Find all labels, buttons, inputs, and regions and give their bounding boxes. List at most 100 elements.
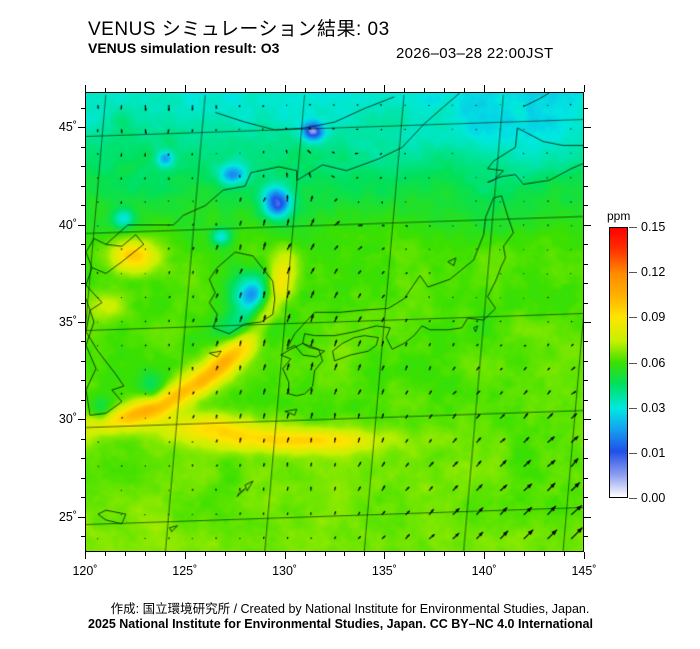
x-axis-minor-tick-top bbox=[244, 88, 246, 92]
x-axis-major-tick bbox=[584, 552, 585, 559]
x-axis-minor-tick-top bbox=[544, 88, 546, 92]
y-axis-minor-tick-right bbox=[584, 497, 588, 499]
y-axis-major-tick-right bbox=[584, 322, 591, 323]
x-axis-major-tick bbox=[184, 552, 186, 559]
valid-time-label: 2026–03–28 22:00JST bbox=[396, 45, 554, 62]
y-axis-minor-tick-right bbox=[584, 107, 588, 109]
x-axis-major-tick-top bbox=[484, 85, 486, 92]
y-axis-minor-tick bbox=[81, 399, 85, 401]
y-axis-major-tick bbox=[78, 419, 85, 421]
x-axis-minor-tick bbox=[444, 552, 446, 556]
x-axis-minor-tick-top bbox=[204, 88, 206, 92]
y-axis-minor-tick bbox=[81, 497, 85, 499]
y-axis-minor-tick-right bbox=[584, 360, 588, 362]
x-axis-label: 125˚ bbox=[172, 564, 198, 578]
x-axis-major-tick bbox=[484, 552, 486, 559]
y-axis-minor-tick bbox=[81, 360, 85, 362]
y-axis-minor-tick-right bbox=[584, 244, 588, 246]
y-axis-label: 35˚ bbox=[58, 315, 77, 329]
x-axis-minor-tick-top bbox=[364, 88, 366, 92]
y-axis-minor-tick bbox=[81, 283, 85, 285]
x-axis-minor-tick-top bbox=[144, 88, 146, 92]
x-axis-major-tick-top bbox=[85, 85, 86, 92]
x-axis-minor-tick bbox=[344, 552, 346, 556]
x-axis-minor-tick bbox=[244, 552, 246, 556]
colorbar-tick-mark bbox=[629, 498, 637, 499]
x-axis-minor-tick bbox=[564, 552, 566, 556]
y-axis-minor-tick bbox=[81, 107, 85, 109]
y-axis-minor-tick-right bbox=[584, 302, 588, 304]
x-axis-minor-tick bbox=[124, 552, 126, 556]
x-axis-major-tick bbox=[284, 552, 286, 559]
y-axis-minor-tick-right bbox=[584, 399, 588, 401]
x-axis-minor-tick-top bbox=[564, 88, 566, 92]
x-axis-minor-tick bbox=[264, 552, 266, 556]
colorbar-tick-label: 0.03 bbox=[641, 400, 666, 415]
colorbar-tick-label: 0.09 bbox=[641, 310, 666, 325]
x-axis-major-tick-top bbox=[284, 85, 286, 92]
x-axis-minor-tick-top bbox=[224, 88, 226, 92]
colorbar-gradient bbox=[609, 227, 628, 498]
x-axis-label: 130˚ bbox=[272, 564, 298, 578]
colorbar-tick-mark bbox=[629, 317, 637, 319]
x-axis-minor-tick-top bbox=[404, 88, 406, 92]
y-axis-major-tick bbox=[78, 322, 85, 323]
y-axis-minor-tick-right bbox=[584, 185, 588, 187]
x-axis-minor-tick bbox=[504, 552, 506, 556]
y-axis-major-tick bbox=[78, 516, 85, 518]
y-axis-minor-tick bbox=[81, 185, 85, 187]
colorbar-tick-mark bbox=[629, 272, 637, 274]
x-axis-major-tick-top bbox=[584, 85, 585, 92]
x-axis-minor-tick bbox=[104, 552, 106, 556]
x-axis-minor-tick-top bbox=[164, 88, 166, 92]
x-axis-minor-tick-top bbox=[304, 88, 306, 92]
x-axis-minor-tick-top bbox=[504, 88, 506, 92]
y-axis-minor-tick bbox=[81, 146, 85, 148]
y-axis-label: 30˚ bbox=[58, 412, 77, 427]
x-axis-minor-tick bbox=[544, 552, 546, 556]
y-axis-label: 25˚ bbox=[58, 509, 77, 524]
y-axis-minor-tick bbox=[81, 166, 85, 168]
x-axis-minor-tick bbox=[164, 552, 166, 556]
colorbar-tick-label: 0.12 bbox=[641, 265, 666, 280]
x-axis-major-tick bbox=[384, 552, 386, 559]
colorbar-tick-label: 0.01 bbox=[641, 445, 666, 460]
y-axis-major-tick-right bbox=[584, 224, 591, 226]
x-axis-minor-tick bbox=[204, 552, 206, 556]
footer-credit: 作成: 国立環境研究所 / Created by National Instit… bbox=[110, 602, 590, 616]
y-axis-label: 45˚ bbox=[58, 120, 77, 135]
y-axis-major-tick-right bbox=[584, 419, 591, 421]
x-axis-minor-tick-top bbox=[104, 88, 106, 92]
x-axis-minor-tick-top bbox=[324, 88, 326, 92]
y-axis-minor-tick-right bbox=[584, 341, 588, 343]
y-axis-major-tick-right bbox=[584, 516, 591, 518]
y-axis-major-tick bbox=[78, 224, 85, 226]
x-axis-label: 145˚ bbox=[571, 564, 597, 578]
x-axis-label: 120˚ bbox=[72, 564, 98, 578]
page-title-japanese: VENUS シミュレーション結果: 03 bbox=[88, 19, 390, 40]
x-axis-major-tick bbox=[85, 552, 86, 559]
y-axis-minor-tick-right bbox=[584, 536, 588, 538]
y-axis-minor-tick bbox=[81, 205, 85, 207]
x-axis-major-tick-top bbox=[384, 85, 386, 92]
x-axis-minor-tick bbox=[404, 552, 406, 556]
colorbar-tick-label: 0.06 bbox=[641, 355, 666, 370]
y-axis-minor-tick-right bbox=[584, 166, 588, 168]
y-axis-minor-tick bbox=[81, 244, 85, 246]
y-axis-major-tick-right bbox=[584, 127, 591, 129]
y-axis-minor-tick-right bbox=[584, 438, 588, 440]
y-axis-minor-tick-right bbox=[584, 263, 588, 265]
page-title-english: VENUS simulation result: O3 bbox=[88, 40, 280, 56]
ozone-map-plot bbox=[85, 92, 584, 552]
x-axis-minor-tick-top bbox=[524, 88, 526, 92]
y-axis-minor-tick bbox=[81, 477, 85, 479]
y-axis-minor-tick bbox=[81, 438, 85, 440]
y-axis-minor-tick bbox=[81, 302, 85, 304]
x-axis-label: 140˚ bbox=[471, 564, 497, 578]
y-axis-minor-tick-right bbox=[584, 205, 588, 207]
x-axis-minor-tick-top bbox=[124, 88, 126, 92]
x-axis-minor-tick-top bbox=[424, 88, 426, 92]
x-axis-minor-tick-top bbox=[444, 88, 446, 92]
y-axis-minor-tick-right bbox=[584, 380, 588, 382]
colorbar bbox=[609, 227, 628, 498]
